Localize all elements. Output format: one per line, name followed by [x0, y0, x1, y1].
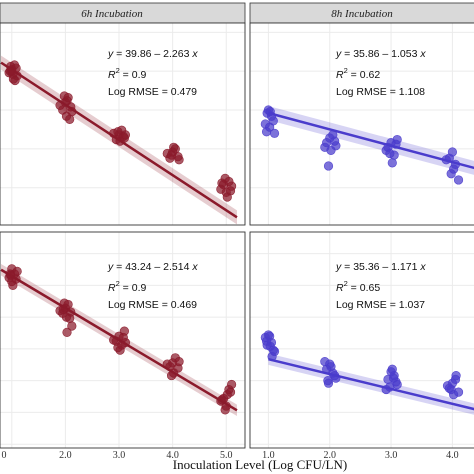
strip-8h: 8h Incubation — [249, 2, 474, 24]
data-point — [387, 158, 397, 168]
regression-equation: y = 35.36 – 1.171 x — [335, 261, 426, 273]
data-point — [166, 150, 177, 160]
data-point — [58, 304, 68, 315]
data-point — [441, 155, 451, 165]
data-point — [67, 106, 77, 117]
r-squared-label: R2 = 0.9 — [108, 66, 146, 81]
panel-border — [0, 231, 246, 449]
x-tick-label: 4.0 — [166, 450, 179, 461]
data-point — [385, 148, 395, 159]
data-point — [120, 337, 131, 348]
data-point — [166, 370, 177, 381]
data-point — [226, 379, 237, 390]
x-tick-label: 2.0 — [59, 450, 72, 461]
panel-border — [249, 22, 474, 226]
panel-border — [249, 231, 474, 449]
rmse-label: Log RMSE = 0.469 — [108, 299, 197, 311]
data-point — [5, 66, 15, 76]
data-point — [225, 387, 236, 397]
data-point — [62, 327, 72, 337]
data-point — [67, 321, 77, 331]
data-point — [65, 313, 75, 324]
data-point — [217, 178, 227, 188]
panel-bottom-right: y = 35.36 – 1.171 x R2 = 0.65 Log RMSE = 1… — [249, 231, 474, 449]
data-point — [220, 405, 230, 415]
data-point — [113, 343, 123, 353]
data-point — [330, 370, 340, 381]
rmse-label: Log RMSE = 1.108 — [336, 86, 425, 98]
data-point — [174, 357, 184, 367]
data-point — [320, 357, 330, 367]
x-tick-label: 1.0 — [262, 450, 275, 461]
data-point — [217, 395, 227, 405]
panel-background — [0, 23, 245, 225]
strip-label-8h: 8h Incubation — [331, 8, 393, 20]
data-point — [388, 373, 399, 383]
strip-6h: 6h Incubation — [0, 2, 246, 24]
x-tick-labels: 2.0 3.0 4.0 5.0 0 1.0 2.0 3.0 4.0 — [2, 450, 459, 461]
rmse-label: Log RMSE = 0.479 — [108, 86, 197, 98]
r-squared-label: R2 = 0.9 — [108, 279, 146, 294]
data-point — [225, 186, 236, 196]
data-point — [5, 269, 15, 279]
x-tick-label: 4.0 — [446, 450, 459, 461]
data-point — [261, 127, 272, 137]
panel-background — [250, 23, 474, 225]
x-tick-label: 3.0 — [385, 450, 398, 461]
data-point — [326, 145, 336, 156]
data-point — [268, 116, 278, 126]
rmse-label: Log RMSE = 1.037 — [336, 299, 425, 311]
data-point — [446, 169, 456, 179]
data-point — [451, 370, 461, 381]
data-point — [323, 376, 333, 386]
data-point — [323, 161, 334, 171]
data-point — [174, 155, 184, 165]
panel-bottom-left: y = 43.24 – 2.514 x R2 = 0.9 Log RMSE = 0.… — [0, 231, 246, 449]
data-point — [65, 114, 75, 124]
data-point — [10, 75, 20, 86]
data-point — [453, 175, 464, 185]
data-point — [385, 382, 395, 392]
x-tick-label: 2.0 — [323, 450, 336, 461]
panel-top-right: y = 35.86 – 1.053 x R2 = 0.62 Log RMSE = 1… — [249, 22, 474, 226]
data-point — [120, 130, 131, 140]
regression-equation: y = 39.86 – 2.263 x — [107, 48, 198, 60]
data-point — [387, 364, 397, 374]
x-axis-title: Inoculation Level (Log CFU/LN) — [173, 457, 347, 472]
r-squared-label: R2 = 0.62 — [336, 66, 380, 81]
data-point — [446, 384, 456, 395]
data-point — [330, 136, 340, 146]
data-point — [55, 100, 65, 110]
data-point — [162, 359, 172, 369]
panel-top-left: y = 39.86 – 2.263 x R2 = 0.9 Log RMSE = 0.… — [0, 22, 246, 226]
data-point — [326, 362, 336, 372]
panel-border — [0, 22, 246, 226]
data-point — [62, 96, 72, 106]
r-squared-label: R2 = 0.65 — [336, 279, 380, 294]
data-point — [265, 341, 275, 351]
data-point — [169, 142, 179, 152]
strip-label-6h: 6h Incubation — [81, 8, 143, 20]
regression-line — [268, 357, 474, 411]
x-tick-label: 0 — [2, 450, 7, 461]
data-point — [11, 274, 21, 284]
x-tick-label: 5.0 — [220, 450, 233, 461]
data-point — [109, 335, 119, 345]
data-point — [267, 351, 277, 362]
x-tick-label: 3.0 — [113, 450, 126, 461]
data-point — [391, 139, 401, 149]
data-point — [265, 106, 275, 117]
regression-equation: y = 43.24 – 2.514 x — [107, 261, 198, 273]
regression-equation: y = 35.86 – 1.053 x — [335, 48, 426, 60]
